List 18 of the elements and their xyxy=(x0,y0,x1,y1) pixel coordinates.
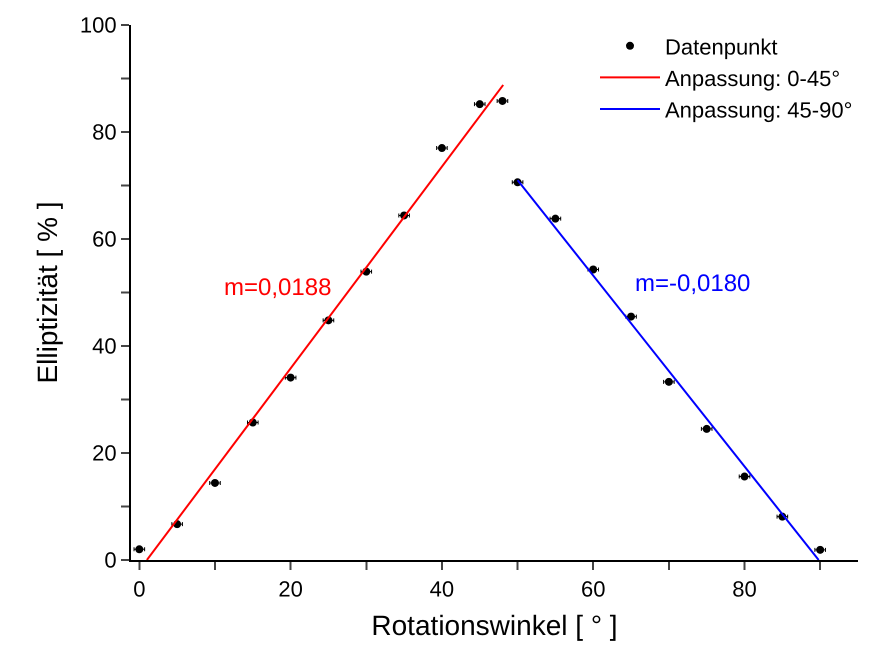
y-tick-label: 60 xyxy=(92,226,117,252)
legend-label: Anpassung: 45-90° xyxy=(665,98,852,123)
annotation: m=-0,0180 xyxy=(635,270,750,297)
y-tick-label: 40 xyxy=(92,334,117,359)
x-axis-title: Rotationswinkel [ ° ] xyxy=(371,610,618,641)
x-tick-label: 0 xyxy=(133,576,146,602)
x-tick-label: 80 xyxy=(732,576,757,602)
y-tick-label: 100 xyxy=(80,12,117,38)
legend-label: Datenpunkt xyxy=(665,34,778,60)
annotation: m=0,0188 xyxy=(224,274,332,301)
y-tick-label: 20 xyxy=(92,440,117,466)
y-tick-label: 0 xyxy=(104,548,117,573)
x-tick-label: 60 xyxy=(580,576,606,602)
y-axis-title: Elliptizität [ % ] xyxy=(32,201,64,384)
legend-label: Anpassung: 0-45° xyxy=(665,66,840,91)
y-tick-label: 80 xyxy=(92,120,117,145)
x-tick-label: 20 xyxy=(278,576,303,602)
x-tick-label: 40 xyxy=(430,576,454,602)
